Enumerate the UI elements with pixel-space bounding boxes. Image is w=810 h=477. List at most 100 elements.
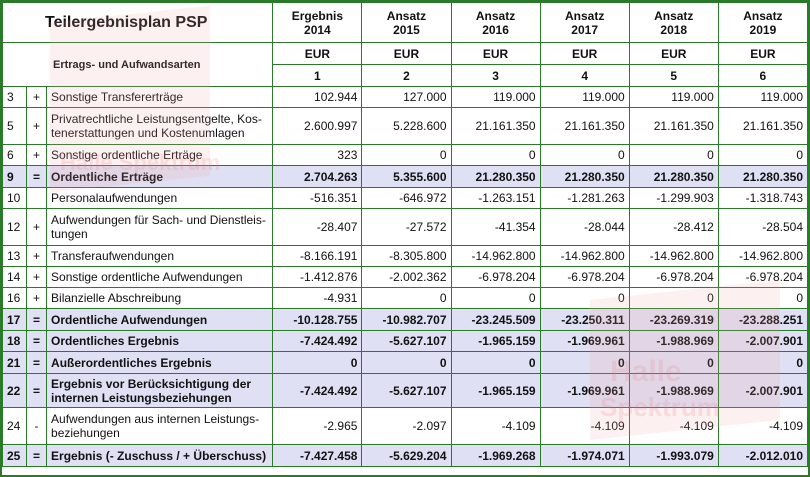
row-value: -646.972: [361, 187, 452, 209]
table-row: 17 = Ordentliche Aufwendungen -10.128.755 -1…: [1, 308, 809, 331]
column-header-unit: EUR: [539, 42, 630, 65]
row-value: 119.000: [628, 86, 719, 108]
row-value: 0: [717, 351, 809, 374]
row-number: 6: [1, 144, 28, 166]
row-value: -4.109: [628, 407, 719, 445]
row-value: -4.109: [717, 407, 809, 445]
column-header-kind: Ansatz: [654, 8, 694, 23]
row-number: 25: [1, 444, 28, 467]
row-value: -1.969.961: [539, 330, 630, 352]
row-value: 5.228.600: [361, 107, 452, 145]
row-value: 2.600.997: [272, 107, 363, 145]
column-header-year: Ansatz 2017: [539, 2, 630, 43]
table-row: 9 = Ordentliche Erträge 2.704.263 5.355.600 2…: [1, 165, 809, 188]
column-header-year: Ansatz 2019: [717, 2, 809, 43]
row-value: 0: [272, 351, 363, 374]
column-header-index: 6: [717, 64, 809, 87]
row-value: 0: [628, 287, 719, 309]
row-value: -6.978.204: [539, 266, 630, 288]
column-header-yearnum: 2019: [749, 22, 777, 37]
row-operator: +: [26, 144, 48, 166]
header-row-unit: Ertrags- und Aufwandsarten EUR EUR EUR EUR EU…: [1, 42, 809, 87]
row-value: -14.962.800: [717, 245, 809, 267]
row-value: -28.504: [717, 208, 809, 246]
row-value: 0: [717, 287, 809, 309]
row-value: -1.993.079: [628, 444, 719, 467]
row-label: Sonstige ordentliche Erträge: [46, 144, 274, 166]
row-value: 21.161.350: [539, 107, 630, 145]
row-value: -1.974.071: [539, 444, 630, 467]
row-value: -1.263.151: [450, 187, 541, 209]
row-value: 119.000: [539, 86, 630, 108]
column-header-year: Ansatz 2018: [628, 2, 719, 43]
row-value: 5.355.600: [361, 165, 452, 188]
table-row: 25 = Ergebnis (- Zuschuss / + Überschuss) -…: [1, 444, 809, 467]
row-operator: =: [26, 330, 48, 352]
row-value: -28.412: [628, 208, 719, 246]
row-value: -2.002.362: [361, 266, 452, 288]
table-row: 10 Personalaufwendungen -516.351 -646.972 -1…: [1, 187, 809, 209]
column-header-kind: Ansatz: [475, 8, 516, 23]
column-header-kind: Ergebnis: [291, 8, 344, 23]
row-value: -1.969.268: [450, 444, 541, 467]
row-operator: +: [26, 245, 48, 267]
row-value: -28.407: [272, 208, 363, 246]
row-value: -8.305.800: [361, 245, 452, 267]
column-header-index: 5: [628, 64, 719, 87]
row-value: 21.161.350: [628, 107, 719, 145]
row-value: -2.965: [272, 407, 363, 445]
row-value: -2.012.010: [717, 444, 809, 467]
column-header-kind: Ansatz: [564, 8, 605, 23]
table-subtitle: Ertrags- und Aufwandsarten: [1, 42, 274, 87]
row-value: -1.281.263: [539, 187, 630, 209]
row-label: Privatrechtliche Leistungsentgelte, Kos-…: [46, 107, 274, 145]
table-body: 3 + Sonstige Transfererträge 102.944 127.000…: [1, 86, 809, 467]
column-header-kind: Ansatz: [743, 8, 783, 23]
row-value: -7.424.492: [272, 373, 363, 408]
row-value: -6.978.204: [628, 266, 719, 288]
row-value: -7.424.492: [272, 330, 363, 352]
column-header-unit: EUR: [450, 42, 541, 65]
row-operator: +: [26, 287, 48, 309]
row-value: -4.931: [272, 287, 363, 309]
row-value: -23.269.319: [628, 308, 719, 331]
row-label: Ergebnis (- Zuschuss / + Überschuss): [46, 444, 274, 467]
row-value: 21.280.350: [717, 165, 809, 188]
column-header-unit: EUR: [272, 42, 363, 65]
table-row: 13 + Transferaufwendungen -8.166.191 -8.305.…: [1, 245, 809, 267]
row-value: 323: [272, 144, 363, 166]
table-row: 21 = Außerordentliches Ergebnis 0 0 0 0 0 0: [1, 351, 809, 374]
row-label: Ergebnis vor Berücksichtigung der intern…: [46, 373, 274, 408]
table-row: 6 + Sonstige ordentliche Erträge 323 0 0 0 0 0: [1, 144, 809, 166]
row-label: Aufwendungen für Sach- und Dienstleis-tu…: [46, 208, 274, 246]
row-number: 18: [1, 330, 28, 352]
row-value: -10.128.755: [272, 308, 363, 331]
row-value: -41.354: [450, 208, 541, 246]
row-value: -6.978.204: [450, 266, 541, 288]
column-header-yearnum: 2016: [482, 22, 509, 37]
row-value: 21.161.350: [450, 107, 541, 145]
row-value: -10.982.707: [361, 308, 452, 331]
row-label: Aufwendungen aus internen Leistungs-bezi…: [46, 407, 274, 445]
row-value: 21.280.350: [450, 165, 541, 188]
row-operator: -: [26, 407, 48, 445]
row-value: -23.288.251: [717, 308, 809, 331]
row-operator: [26, 187, 48, 209]
row-label: Transferaufwendungen: [46, 245, 274, 267]
row-value: 0: [361, 144, 452, 166]
row-value: 21.280.350: [539, 165, 630, 188]
row-operator: +: [26, 208, 48, 246]
table-row: 22 = Ergebnis vor Berücksichtigung der int…: [1, 373, 809, 408]
row-number: 12: [1, 208, 28, 246]
row-value: -5.629.204: [361, 444, 452, 467]
row-number: 24: [1, 407, 28, 445]
row-operator: +: [26, 86, 48, 108]
row-label: Sonstige ordentliche Aufwendungen: [46, 266, 274, 288]
row-number: 22: [1, 373, 28, 408]
row-value: -2.097: [361, 407, 452, 445]
column-header-index: 4: [539, 64, 630, 87]
row-operator: =: [26, 351, 48, 374]
row-value: -2.007.901: [717, 330, 809, 352]
row-number: 10: [1, 187, 28, 209]
